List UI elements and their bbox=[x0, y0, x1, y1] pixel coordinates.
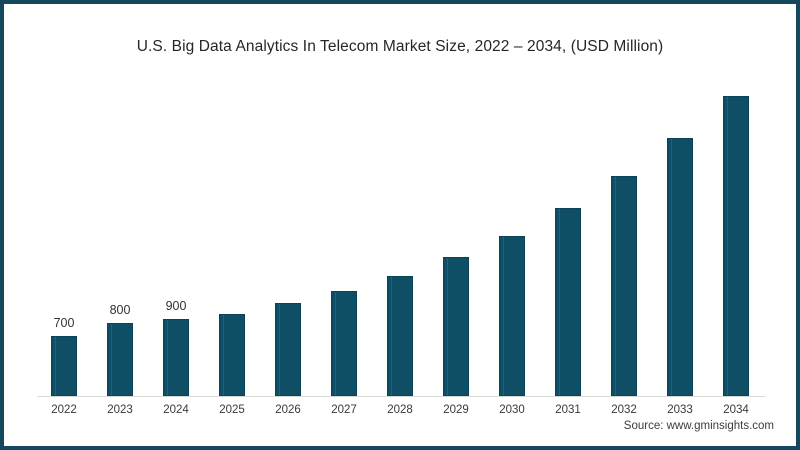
x-tick-2024: 2024 bbox=[163, 404, 189, 416]
bar-2026 bbox=[275, 303, 301, 396]
x-tick-2030: 2030 bbox=[499, 404, 525, 416]
bar-2032 bbox=[611, 176, 637, 396]
bar-2025 bbox=[219, 314, 245, 396]
x-tick-2031: 2031 bbox=[555, 404, 581, 416]
x-tick-2022: 2022 bbox=[51, 404, 77, 416]
bar-2022 bbox=[51, 336, 77, 396]
bar-2029 bbox=[443, 257, 469, 396]
bar-2031 bbox=[555, 208, 581, 396]
x-tick-2026: 2026 bbox=[275, 404, 301, 416]
chart-canvas: U.S. Big Data Analytics In Telecom Marke… bbox=[4, 4, 796, 446]
bar-value-label-2024: 900 bbox=[165, 299, 187, 313]
x-tick-2033: 2033 bbox=[667, 404, 693, 416]
source-attribution: Source: www.gminsights.com bbox=[623, 420, 774, 432]
bar-2034 bbox=[723, 96, 749, 396]
x-tick-2029: 2029 bbox=[443, 404, 469, 416]
bar-2033 bbox=[667, 138, 693, 396]
x-tick-2032: 2032 bbox=[611, 404, 637, 416]
bar-2024 bbox=[163, 319, 189, 396]
x-tick-2034: 2034 bbox=[723, 404, 749, 416]
x-tick-2025: 2025 bbox=[219, 404, 245, 416]
bar-value-label-2022: 700 bbox=[53, 316, 75, 330]
chart-title: U.S. Big Data Analytics In Telecom Marke… bbox=[136, 38, 664, 55]
x-tick-2023: 2023 bbox=[107, 404, 133, 416]
plot-area: 700 800 900 2022 2023 2024 2025 2026 2027 2028 20… bbox=[4, 4, 796, 446]
bar-2027 bbox=[331, 291, 357, 396]
bar-2030 bbox=[499, 236, 525, 396]
bar-2028 bbox=[387, 276, 413, 396]
x-tick-2028: 2028 bbox=[387, 404, 413, 416]
bar-2023 bbox=[107, 323, 133, 396]
bar-value-label-2023: 800 bbox=[109, 303, 131, 317]
x-tick-2027: 2027 bbox=[331, 404, 357, 416]
x-axis-line bbox=[37, 396, 766, 397]
